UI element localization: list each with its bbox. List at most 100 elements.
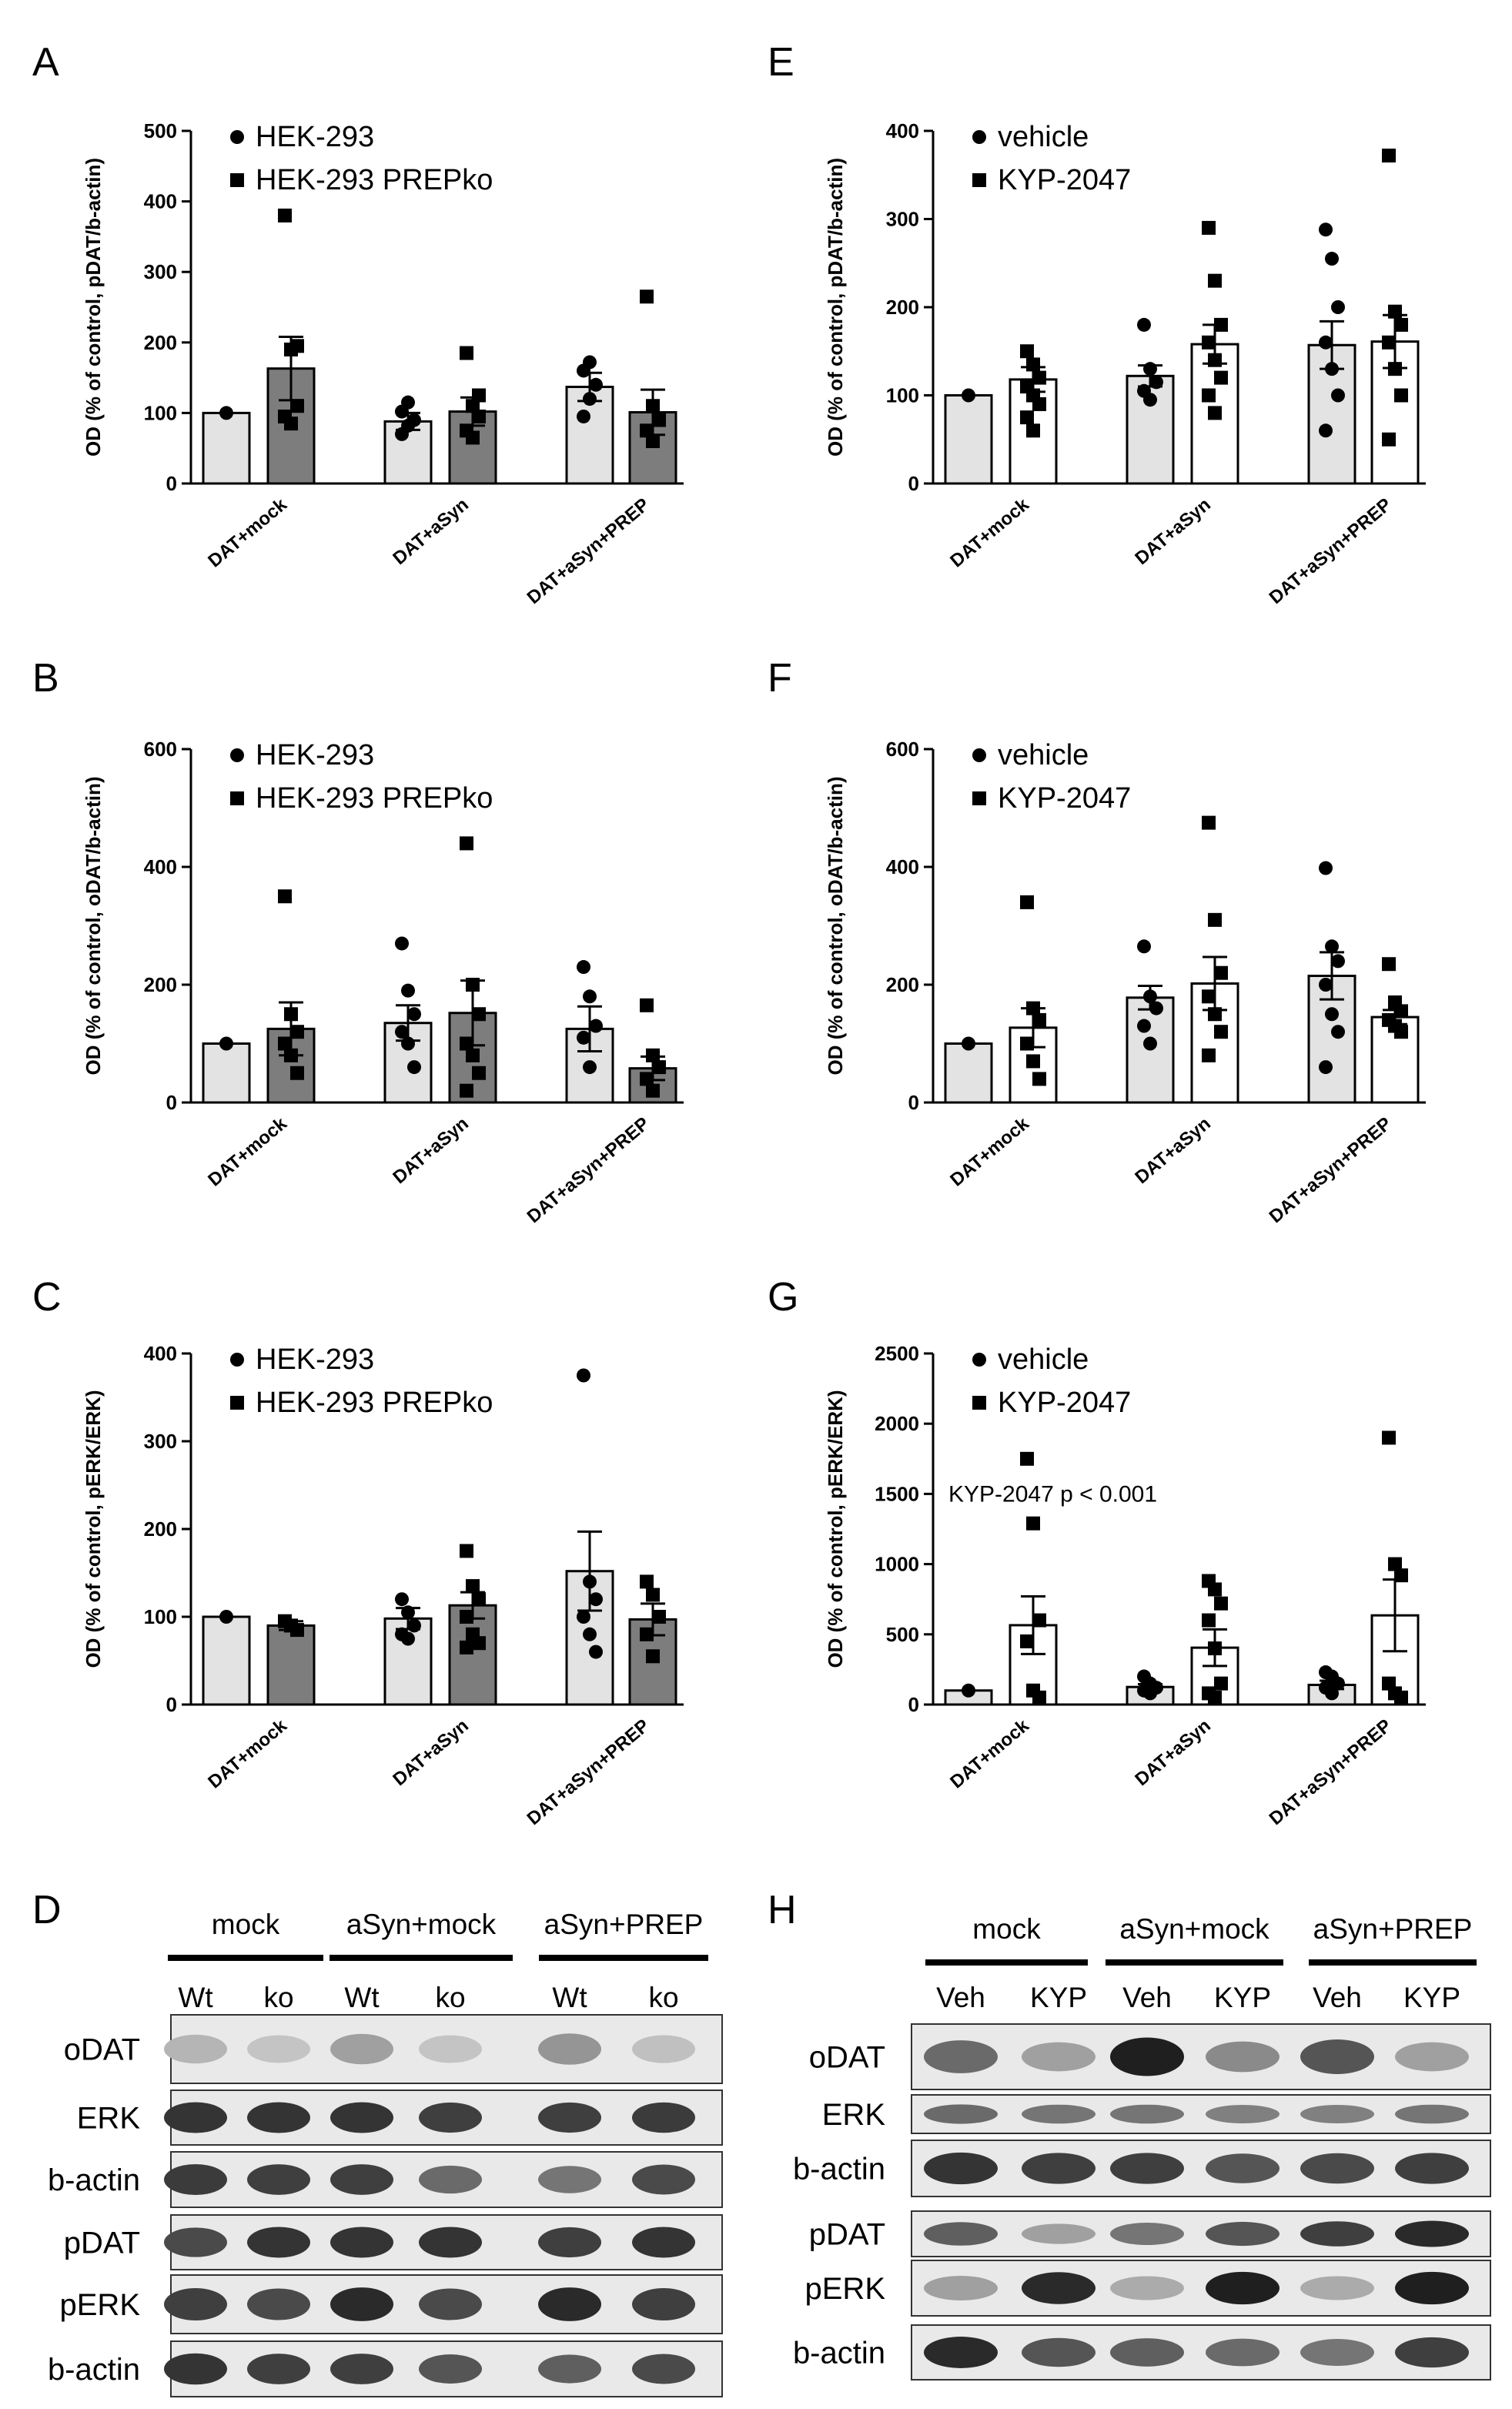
- blot-lane-label: KYP: [1030, 1982, 1087, 2013]
- x-category-label: DAT+mock: [204, 1715, 291, 1793]
- y-tick-label: 400: [144, 855, 177, 878]
- blot-band: [419, 2288, 482, 2320]
- blot-band: [247, 2164, 310, 2195]
- data-point: [290, 1066, 304, 1080]
- data-point: [1325, 252, 1339, 266]
- data-point: [284, 1007, 298, 1022]
- data-point: [278, 208, 292, 222]
- data-point: [1208, 406, 1222, 420]
- blot-row-label: pDAT: [64, 2227, 140, 2260]
- data-point: [1202, 388, 1216, 403]
- panel-label: H: [768, 1888, 797, 1932]
- data-point: [1319, 861, 1333, 875]
- blot-band: [1110, 2153, 1184, 2184]
- blot-band: [1022, 2223, 1096, 2244]
- y-tick-label: 300: [144, 260, 177, 283]
- blot-band: [538, 2227, 601, 2258]
- data-point: [1382, 149, 1396, 163]
- data-point: [407, 413, 421, 427]
- legend-label: HEK-293: [256, 121, 374, 153]
- data-point: [1394, 1690, 1408, 1705]
- blot-lane-label: Wt: [344, 1982, 380, 2013]
- y-axis-label: OD (% of control, pERK/ERK): [82, 1390, 105, 1668]
- data-point: [1388, 304, 1402, 319]
- data-point: [395, 936, 409, 951]
- data-point: [1208, 353, 1222, 367]
- data-point: [1394, 1025, 1408, 1039]
- data-point: [1214, 370, 1228, 385]
- legend-label: vehicle: [998, 739, 1089, 771]
- data-point: [583, 1060, 597, 1075]
- chart-panel-e: E 0 100 200 300 400 OD (% of control, pDAT/b-a…: [768, 40, 1426, 608]
- panel-label: C: [32, 1275, 62, 1320]
- data-point: [583, 1627, 597, 1641]
- blot-group-label: aSyn+mock: [346, 1909, 497, 1940]
- blot-row-label: ERK: [822, 2098, 886, 2132]
- data-point: [460, 346, 473, 360]
- data-point: [1020, 344, 1034, 359]
- data-point: [1382, 335, 1396, 350]
- blot-group-label: aSyn+PREP: [1313, 1913, 1473, 1945]
- y-tick-label: 0: [908, 472, 919, 495]
- data-point: [1319, 423, 1333, 438]
- legend-label: HEK-293 PREPko: [256, 164, 493, 196]
- blot-lane-label: Wt: [552, 1982, 587, 2013]
- y-tick-label: 0: [166, 1091, 177, 1114]
- data-point: [640, 1574, 654, 1589]
- y-tick-label: 300: [886, 208, 919, 231]
- data-point: [1319, 222, 1333, 237]
- y-axis-label: OD (% of control, oDAT/b-actin): [82, 776, 105, 1075]
- y-axis-label: OD (% of control, pDAT/b-actin): [82, 158, 105, 457]
- data-point: [583, 355, 597, 370]
- data-point: [577, 1030, 590, 1045]
- blot-group-label: aSyn+PREP: [544, 1909, 704, 1940]
- data-point: [962, 1036, 975, 1051]
- data-point: [652, 1610, 666, 1624]
- data-point: [466, 1048, 480, 1062]
- data-point: [1026, 1516, 1040, 1531]
- y-tick-label: 300: [144, 1430, 177, 1453]
- data-point: [583, 392, 597, 407]
- data-point: [1032, 1072, 1046, 1086]
- blot-strip: [911, 2023, 1491, 2090]
- blot-band: [1395, 2153, 1469, 2184]
- blot-band: [330, 2164, 393, 2195]
- data-point: [278, 1036, 292, 1051]
- data-point: [583, 989, 597, 1004]
- y-tick-label: 400: [144, 190, 177, 213]
- blot-band: [1022, 2042, 1096, 2072]
- x-category-label: DAT+aSyn+PREP: [1266, 1715, 1396, 1829]
- x-category-label: DAT+aSyn: [1131, 1715, 1214, 1790]
- data-point: [1143, 1686, 1157, 1701]
- x-category-label: DAT+aSyn: [1131, 1113, 1214, 1188]
- annotation-text: KYP-2047 p < 0.001: [948, 1481, 1157, 1507]
- blot-band: [419, 2035, 482, 2063]
- blot-band: [247, 2035, 310, 2063]
- data-point: [395, 1592, 409, 1607]
- data-point: [401, 395, 415, 410]
- y-axis-label: OD (% of control, pERK/ERK): [824, 1390, 847, 1668]
- x-category-label: DAT+mock: [946, 1715, 1033, 1793]
- y-tick-label: 2000: [875, 1412, 919, 1435]
- blot-band: [330, 2033, 393, 2065]
- data-point: [401, 1605, 415, 1620]
- blot-group-label: aSyn+mock: [1119, 1913, 1269, 1945]
- blot-band: [330, 2227, 393, 2258]
- y-tick-label: 400: [886, 119, 919, 142]
- chart-panel-g: G 0 500 1000 1500 2000 2500 OD (% of control, p…: [768, 1275, 1426, 1829]
- data-point: [1208, 912, 1222, 927]
- data-point: [577, 960, 590, 975]
- legend-marker: [972, 791, 986, 805]
- data-point: [284, 1048, 298, 1062]
- data-point: [589, 1592, 603, 1607]
- data-point: [1149, 375, 1163, 390]
- data-point: [1202, 220, 1216, 235]
- data-point: [401, 983, 415, 998]
- data-point: [1394, 1004, 1408, 1019]
- data-point: [219, 1036, 233, 1051]
- data-point: [1325, 362, 1339, 376]
- data-point: [1331, 1025, 1345, 1039]
- data-point: [1208, 1007, 1222, 1022]
